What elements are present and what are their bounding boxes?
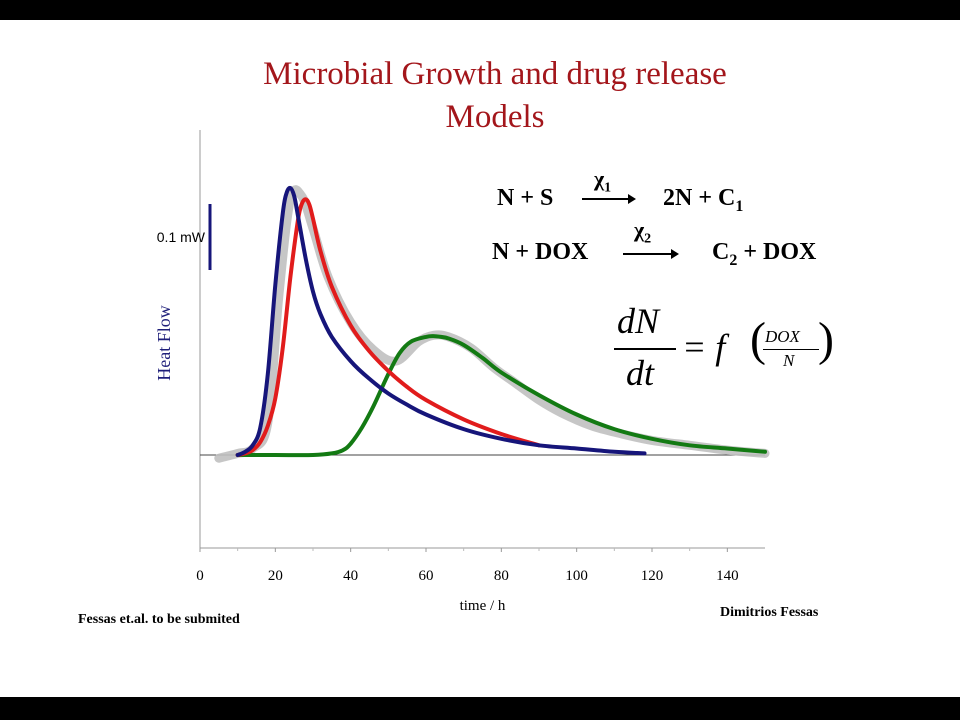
model-fraction-bar xyxy=(614,348,676,350)
reaction2-arrow-icon xyxy=(623,249,679,259)
y-axis-label: Heat Flow xyxy=(154,305,174,381)
reaction1-arrow-icon xyxy=(582,194,636,204)
x-tick-label: 80 xyxy=(494,568,509,584)
reaction1-left: N + S xyxy=(497,185,554,211)
fit-series-line xyxy=(235,197,541,457)
fit-series-line xyxy=(235,185,647,457)
reaction2-left: N + DOX xyxy=(492,239,589,265)
model-right-paren: ) xyxy=(818,313,834,366)
slide-title-line1: Microbial Growth and drug release xyxy=(263,56,727,92)
scale-bar-label: 0.1 mW xyxy=(157,229,206,245)
model-denominator: dt xyxy=(626,353,655,393)
reaction2-right: C2 + DOX xyxy=(712,239,817,269)
x-axis-label: time / h xyxy=(460,598,506,614)
x-tick-label: 60 xyxy=(419,568,434,584)
footer-author: Dimitrios Fessas xyxy=(720,605,819,620)
x-tick-label: 20 xyxy=(268,568,283,584)
reaction1-right: 2N + C1 xyxy=(663,185,744,215)
experimental-data-band xyxy=(214,185,770,463)
model-inner-numerator: DOX xyxy=(765,327,800,346)
model-equals-f: = f xyxy=(682,327,726,367)
model-inner-fraction-bar xyxy=(763,349,819,350)
x-tick-label: 40 xyxy=(343,568,358,584)
slide-title-line2: Models xyxy=(445,99,545,135)
model-inner-denominator: N xyxy=(783,351,795,370)
reaction1-rate: χ1 xyxy=(594,166,612,196)
reaction2-rate: χ2 xyxy=(634,217,652,247)
x-tick-label: 100 xyxy=(565,568,588,584)
x-tick-label: 120 xyxy=(641,568,664,584)
x-tick-label: 140 xyxy=(716,568,739,584)
model-left-paren: ( xyxy=(750,313,766,366)
x-tick-label: 0 xyxy=(196,568,204,584)
model-numerator: dN xyxy=(617,301,660,341)
footer-citation: Fessas et.al. to be submited xyxy=(78,612,240,627)
fit-series-line xyxy=(235,334,767,458)
